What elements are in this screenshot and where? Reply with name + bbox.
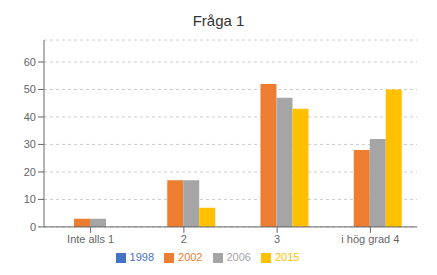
svg-text:i hög grad 4: i hög grad 4 — [341, 233, 399, 245]
html-text:Fråga 1: Fråga 1 — [192, 12, 245, 29]
svg-text:3: 3 — [274, 233, 280, 245]
svg-text:10: 10 — [24, 193, 36, 205]
svg-text:60: 60 — [24, 56, 36, 68]
svg-text:40: 40 — [24, 111, 36, 123]
svg-text:20: 20 — [24, 166, 36, 178]
svg-text:2: 2 — [181, 233, 187, 245]
svg-text:0: 0 — [30, 221, 36, 233]
html-text:2006: 2006 — [226, 250, 251, 263]
html-text:2002: 2002 — [178, 250, 203, 263]
svg-text:Inte alls 1: Inte alls 1 — [67, 233, 114, 245]
svg-text:50: 50 — [24, 83, 36, 95]
svg-text:30: 30 — [24, 138, 36, 150]
html-text:2015: 2015 — [275, 250, 300, 263]
html-text:1998: 1998 — [129, 250, 154, 263]
